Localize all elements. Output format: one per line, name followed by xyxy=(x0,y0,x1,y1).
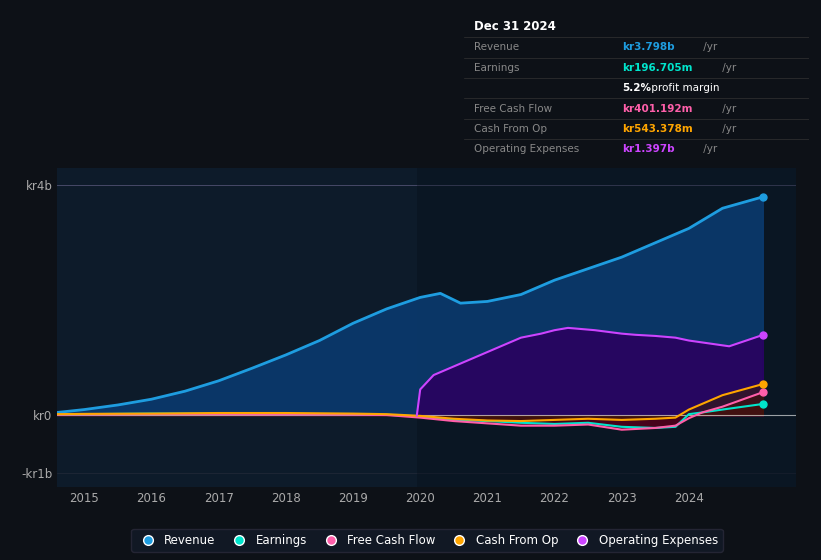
Text: /yr: /yr xyxy=(699,43,717,53)
Text: /yr: /yr xyxy=(719,104,736,114)
Text: Earnings: Earnings xyxy=(475,63,520,73)
Text: kr196.705m: kr196.705m xyxy=(622,63,693,73)
Text: Free Cash Flow: Free Cash Flow xyxy=(475,104,553,114)
Text: /yr: /yr xyxy=(719,63,736,73)
Text: kr3.798b: kr3.798b xyxy=(622,43,675,53)
Text: profit margin: profit margin xyxy=(649,83,720,93)
Point xyxy=(756,388,769,396)
Text: /yr: /yr xyxy=(699,144,717,155)
Text: kr1.397b: kr1.397b xyxy=(622,144,675,155)
Legend: Revenue, Earnings, Free Cash Flow, Cash From Op, Operating Expenses: Revenue, Earnings, Free Cash Flow, Cash … xyxy=(131,529,722,552)
Point xyxy=(756,193,769,202)
Point xyxy=(756,380,769,389)
Text: Dec 31 2024: Dec 31 2024 xyxy=(475,21,556,34)
Text: kr401.192m: kr401.192m xyxy=(622,104,693,114)
Text: /yr: /yr xyxy=(719,124,736,134)
Text: Cash From Op: Cash From Op xyxy=(475,124,548,134)
Text: Revenue: Revenue xyxy=(475,43,520,53)
Text: Operating Expenses: Operating Expenses xyxy=(475,144,580,155)
Text: 5.2%: 5.2% xyxy=(622,83,652,93)
Bar xyxy=(417,168,800,487)
Text: kr543.378m: kr543.378m xyxy=(622,124,693,134)
Point xyxy=(756,330,769,339)
Point xyxy=(756,399,769,408)
